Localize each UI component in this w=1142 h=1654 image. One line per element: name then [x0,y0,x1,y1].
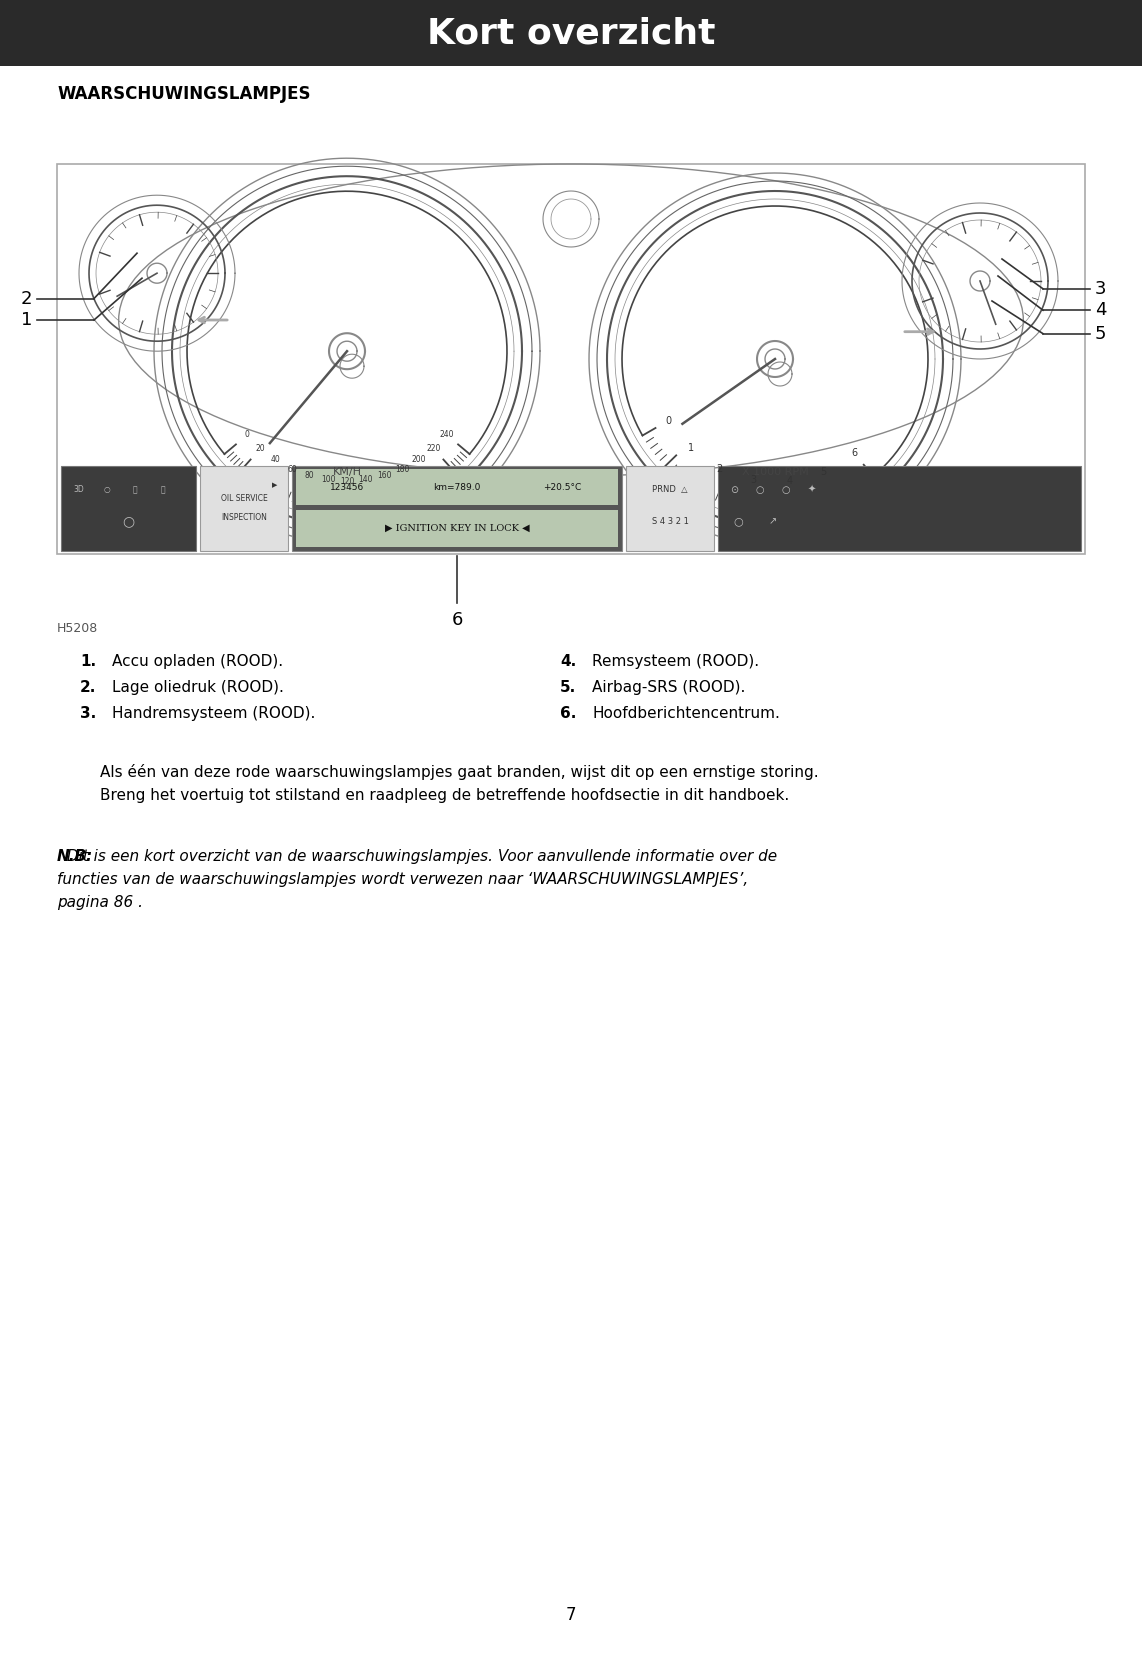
Text: ⊙: ⊙ [730,485,738,495]
Text: WAARSCHUWINGSLAMPJES: WAARSCHUWINGSLAMPJES [57,84,311,103]
Text: ▶ IGNITION KEY IN LOCK ◀: ▶ IGNITION KEY IN LOCK ◀ [385,524,529,533]
Text: 3: 3 [1095,280,1107,298]
Text: 4: 4 [786,476,793,486]
Text: ↗: ↗ [769,516,777,526]
Text: Accu opladen (ROOD).: Accu opladen (ROOD). [112,653,283,668]
Text: 4.: 4. [560,653,577,668]
Text: 5.: 5. [560,680,577,695]
Text: Lage oliedruk (ROOD).: Lage oliedruk (ROOD). [112,680,284,695]
Text: 220: 220 [426,443,441,453]
Text: 6.: 6. [560,706,577,721]
Text: ○: ○ [756,485,764,495]
Bar [61,466,196,551]
Text: 1: 1 [21,311,32,329]
Text: 1: 1 [687,443,693,453]
Text: 4: 4 [1095,301,1107,319]
Text: 2: 2 [21,289,32,308]
Text: 120: 120 [340,476,354,486]
Text: X 1000 RPM: X 1000 RPM [741,466,809,476]
Text: Kort overzicht: Kort overzicht [427,17,715,50]
Bar [296,509,618,547]
Text: Airbag-SRS (ROOD).: Airbag-SRS (ROOD). [592,680,746,695]
Text: Handremsysteem (ROOD).: Handremsysteem (ROOD). [112,706,315,721]
Text: Als één van deze rode waarschuwingslampjes gaat branden, wijst dit op een ernsti: Als één van deze rode waarschuwingslampj… [100,764,819,802]
Text: 5: 5 [821,466,827,476]
Text: 80: 80 [305,471,314,480]
Text: 240: 240 [440,430,453,440]
Text: 100: 100 [321,475,336,485]
Text: 2: 2 [717,463,723,475]
Text: 3D: 3D [73,485,85,495]
Text: H5208: H5208 [57,622,98,635]
Text: 123456: 123456 [330,483,364,491]
Bar [296,470,618,504]
Text: 3.: 3. [80,706,96,721]
Text: KM/H: KM/H [332,466,362,476]
Text: ○: ○ [782,485,790,495]
Text: 180: 180 [395,465,409,473]
Text: km=789.0: km=789.0 [433,483,481,491]
Text: INSPECTION: INSPECTION [222,513,267,521]
Text: 3: 3 [750,475,757,485]
Text: 5: 5 [1095,324,1107,342]
Bar [626,466,714,551]
Text: Dit is een kort overzicht van de waarschuwingslampjes. Voor aanvullende informat: Dit is een kort overzicht van de waarsch… [57,849,777,910]
Text: ○: ○ [733,516,743,526]
Text: 6: 6 [851,448,858,458]
Text: ○: ○ [122,514,135,528]
Text: ⬜: ⬜ [132,485,137,495]
Text: 200: 200 [411,455,426,465]
Text: 6: 6 [451,610,463,629]
Text: ○: ○ [104,485,111,495]
Text: 🔧: 🔧 [161,485,166,495]
Text: Hoofdberichtencentrum.: Hoofdberichtencentrum. [592,706,780,721]
Text: ✦: ✦ [807,485,817,495]
Text: 140: 140 [359,475,373,485]
Text: N.B:: N.B: [57,849,94,863]
Text: PRND  △: PRND △ [652,485,687,495]
Bar [292,466,622,551]
Bar [57,164,1085,554]
Text: 160: 160 [377,471,392,480]
Text: 0: 0 [666,415,671,425]
Bar [200,466,288,551]
Text: 20: 20 [256,443,265,453]
Bar [718,466,1081,551]
Bar [0,0,1142,66]
Text: 1.: 1. [80,653,96,668]
Text: Remsysteem (ROOD).: Remsysteem (ROOD). [592,653,759,668]
Text: 40: 40 [271,455,281,465]
Text: ▶: ▶ [272,481,278,488]
Text: 2.: 2. [80,680,96,695]
Text: 0: 0 [246,430,250,440]
Text: OIL SERVICE: OIL SERVICE [220,495,267,503]
Text: S 4 3 2 1: S 4 3 2 1 [652,516,689,526]
Text: +20.5°C: +20.5°C [542,483,581,491]
Text: 7: 7 [565,1606,577,1624]
Text: 60: 60 [287,465,297,473]
